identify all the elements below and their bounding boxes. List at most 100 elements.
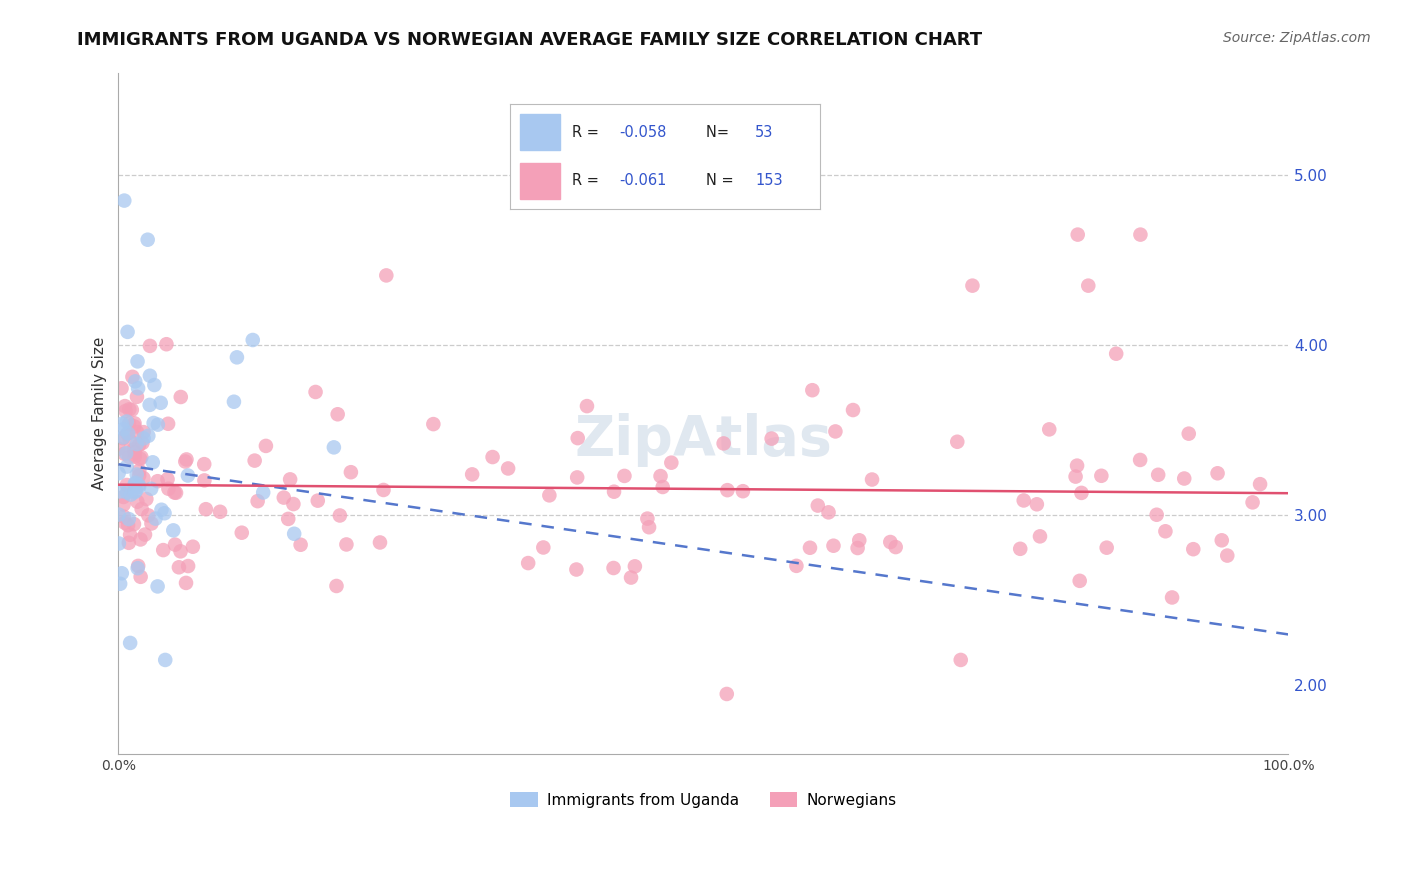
Point: [461, 467, 484, 482]
Point: [650, 469, 672, 483]
Point: [124, 375, 146, 389]
Point: [108, 484, 131, 499]
Point: [122, 419, 145, 434]
Point: [118, 512, 141, 526]
Point: [134, 527, 156, 541]
Point: [785, 558, 807, 573]
Point: [278, 472, 301, 486]
Point: [139, 368, 162, 383]
Point: [120, 636, 142, 650]
Point: [1146, 508, 1168, 522]
Point: [146, 474, 169, 488]
Point: [624, 559, 647, 574]
Point: [118, 434, 141, 448]
Point: [1069, 574, 1091, 588]
Point: [141, 516, 163, 531]
Point: [156, 472, 179, 486]
Point: [946, 434, 969, 449]
Point: [117, 426, 139, 441]
Point: [1070, 486, 1092, 500]
Point: [651, 480, 673, 494]
Point: [817, 505, 839, 519]
Point: [111, 417, 134, 431]
Point: [277, 512, 299, 526]
Point: [146, 579, 169, 593]
Point: [129, 570, 152, 584]
Point: [226, 351, 249, 365]
Point: [1067, 227, 1090, 242]
Point: [128, 438, 150, 452]
Point: [659, 456, 682, 470]
Point: [602, 561, 624, 575]
Point: [222, 394, 245, 409]
Point: [375, 268, 398, 283]
Point: [1064, 469, 1087, 483]
Point: [125, 390, 148, 404]
Point: [517, 556, 540, 570]
Point: [107, 508, 129, 522]
Point: [326, 407, 349, 421]
Point: [114, 516, 136, 530]
Point: [329, 508, 352, 523]
Point: [124, 475, 146, 490]
Point: [131, 436, 153, 450]
Point: [531, 541, 554, 555]
Point: [496, 461, 519, 475]
Point: [120, 487, 142, 501]
Point: [1173, 471, 1195, 485]
Point: [481, 450, 503, 464]
Point: [713, 436, 735, 450]
Point: [1066, 458, 1088, 473]
Point: [1010, 541, 1032, 556]
Point: [112, 509, 135, 524]
Point: [115, 459, 138, 474]
Point: [157, 482, 180, 496]
Point: [243, 453, 266, 467]
Point: [128, 464, 150, 478]
Point: [132, 425, 155, 439]
Point: [152, 543, 174, 558]
Point: [122, 442, 145, 457]
Point: [155, 337, 177, 351]
Y-axis label: Average Family Size: Average Family Size: [93, 336, 107, 490]
Point: [167, 560, 190, 574]
Point: [129, 451, 152, 466]
Point: [117, 518, 139, 533]
Point: [1095, 541, 1118, 555]
Point: [949, 653, 972, 667]
Point: [112, 422, 135, 436]
Point: [242, 333, 264, 347]
Point: [118, 536, 141, 550]
Point: [636, 511, 658, 525]
Point: [132, 431, 155, 445]
Point: [801, 383, 824, 397]
Point: [163, 485, 186, 500]
Point: [128, 468, 150, 483]
Point: [884, 540, 907, 554]
Point: [368, 535, 391, 549]
Point: [115, 415, 138, 429]
Point: [1177, 426, 1199, 441]
Point: [117, 426, 139, 441]
Point: [111, 566, 134, 581]
Point: [565, 562, 588, 576]
Point: [283, 526, 305, 541]
Point: [149, 396, 172, 410]
Point: [340, 465, 363, 479]
Point: [170, 390, 193, 404]
Point: [246, 494, 269, 508]
Point: [567, 431, 589, 445]
Point: [107, 442, 129, 456]
Point: [613, 469, 636, 483]
Point: [127, 561, 149, 575]
Point: [129, 533, 152, 547]
Point: [127, 354, 149, 368]
Point: [131, 502, 153, 516]
Point: [575, 399, 598, 413]
Text: Source: ZipAtlas.com: Source: ZipAtlas.com: [1223, 31, 1371, 45]
Point: [807, 499, 830, 513]
Point: [1182, 542, 1205, 557]
Point: [962, 278, 984, 293]
Point: [1241, 495, 1264, 509]
Point: [124, 450, 146, 464]
